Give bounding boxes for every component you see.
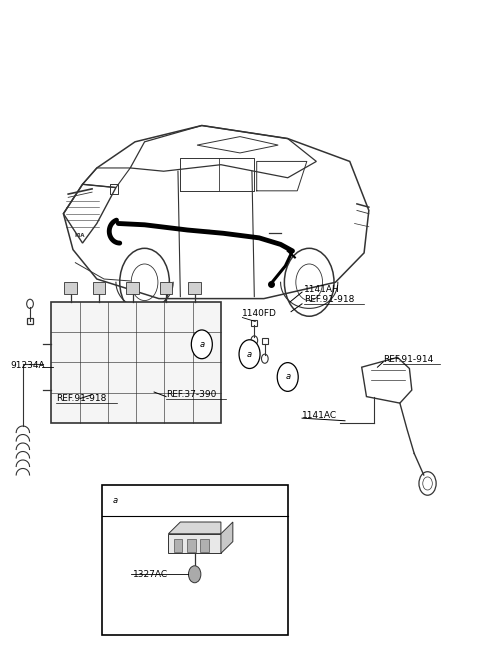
- Circle shape: [239, 340, 260, 369]
- Bar: [64, 282, 77, 294]
- Text: REF.91-914: REF.91-914: [383, 355, 433, 364]
- Text: 1140FD: 1140FD: [242, 309, 277, 318]
- Bar: [51, 302, 221, 422]
- Text: 1327AC: 1327AC: [132, 570, 168, 579]
- Bar: [160, 282, 172, 294]
- Bar: [174, 539, 182, 552]
- Bar: [168, 534, 221, 554]
- Text: KIA: KIA: [75, 233, 85, 237]
- Bar: [189, 282, 201, 294]
- Text: 1141AC: 1141AC: [302, 411, 337, 420]
- Text: REF.37-390: REF.37-390: [166, 390, 216, 399]
- Text: a: a: [199, 340, 204, 349]
- Circle shape: [189, 565, 201, 583]
- Text: 1141AH: 1141AH: [304, 285, 340, 294]
- Bar: [93, 282, 106, 294]
- Text: a: a: [112, 496, 118, 505]
- Text: REF.91-918: REF.91-918: [304, 295, 355, 304]
- Text: a: a: [247, 350, 252, 359]
- Bar: [187, 539, 196, 552]
- Polygon shape: [168, 522, 221, 534]
- Text: REF.91-918: REF.91-918: [56, 394, 107, 403]
- Text: 91234A: 91234A: [10, 361, 45, 371]
- Text: a: a: [285, 373, 290, 382]
- Circle shape: [192, 330, 212, 359]
- Bar: [102, 485, 288, 635]
- Polygon shape: [221, 522, 233, 554]
- Bar: [126, 282, 139, 294]
- Bar: [200, 539, 209, 552]
- Circle shape: [277, 363, 298, 392]
- Circle shape: [106, 487, 124, 514]
